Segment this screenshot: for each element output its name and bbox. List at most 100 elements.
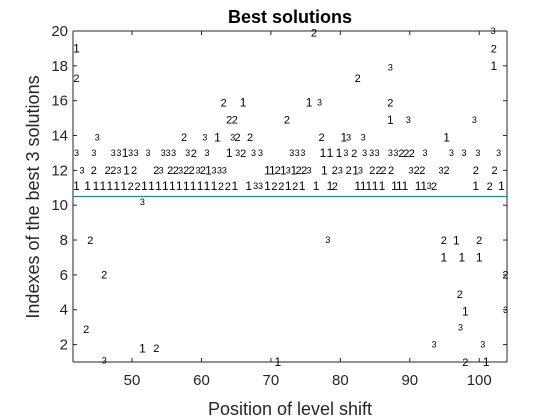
solution-index-marker: 3 [496,148,501,158]
solution-index-marker: 1 [340,130,347,144]
solution-index-marker: 1 [453,233,460,247]
solution-index-marker: 3 [205,148,210,158]
solution-index-marker: 1 [197,179,204,193]
solution-index-marker: 1 [365,179,372,193]
solution-index-marker: 3 [461,148,466,158]
solution-index-marker: 1 [483,355,490,369]
chart-title: Best solutions [228,7,352,27]
solution-index-marker: 1 [113,179,120,193]
solution-index-marker: 2 [221,97,227,109]
solution-index-marker: 2 [235,132,241,144]
solution-index-marker: 2 [232,115,238,127]
solution-index-marker: 2 [332,181,338,193]
solution-index-marker: 1 [443,130,450,144]
solution-index-marker: 3 [102,355,107,365]
solution-index-marker: 2 [131,165,137,177]
solution-index-marker: 3 [202,132,207,142]
solution-index-marker: 2 [462,357,468,369]
solution-index-marker: 3 [222,166,227,176]
x-tick-label: 60 [193,372,210,389]
solution-index-marker: 2 [284,115,290,127]
solution-index-marker: 2 [153,343,159,355]
solution-index-marker: 1 [100,179,107,193]
solution-index-marker: 3 [258,148,263,158]
solution-index-marker: 2 [200,165,206,177]
solution-index-marker: 1 [176,179,183,193]
solution-index-marker: 3 [393,148,398,158]
solution-index-marker: 2 [296,165,302,177]
solution-index-marker: 2 [218,181,224,193]
solution-index-marker: 3 [439,166,444,176]
y-tick-label: 4 [60,302,68,319]
solution-index-marker: 2 [181,132,187,144]
solution-index-marker: 3 [375,148,380,158]
solution-index-marker: 3 [166,148,171,158]
solution-index-marker: 1 [498,179,505,193]
solution-index-marker: 1 [245,179,252,193]
solution-index-marker: 1 [120,179,127,193]
solution-index-marker: 3 [307,166,312,176]
solution-index-marker: 2 [375,165,381,177]
solution-index-marker: 2 [319,132,325,144]
solution-index-marker: 2 [247,132,253,144]
solution-index-marker: 3 [503,305,508,315]
solution-index-marker: 1 [352,164,359,178]
solution-index-marker: 3 [128,148,133,158]
solution-index-marker: 1 [336,146,343,160]
solution-index-marker: 2 [91,165,97,177]
solution-index-marker: 1 [211,179,218,193]
solution-index-marker: 1 [459,251,466,265]
solution-index-marker: 2 [387,97,393,109]
y-tick-label: 2 [60,337,68,354]
solution-index-marker: 1 [73,179,80,193]
solution-index-marker: 2 [491,165,497,177]
solution-index-marker: 3 [361,132,366,142]
solution-index-marker: 2 [73,73,79,85]
solution-index-marker: 2 [431,181,437,193]
y-tick-label: 20 [51,23,68,40]
solution-index-marker: 1 [462,305,469,319]
solution-index-marker: 3 [251,148,256,158]
solution-index-marker: 2 [419,165,425,177]
solution-index-marker: 2 [275,165,281,177]
solution-index-marker: 3 [427,181,432,191]
solution-index-marker: 2 [346,165,352,177]
solution-index-marker: 1 [169,179,176,193]
solution-index-marker: 3 [295,148,300,158]
solution-index-marker: 1 [299,179,306,193]
solution-index-marker: 1 [106,179,113,193]
solution-index-marker: 2 [110,165,116,177]
solution-index-marker: 1 [490,59,497,73]
solution-index-marker: 3 [95,132,100,142]
solution-index-marker: 1 [472,179,479,193]
solution-index-marker: 2 [476,235,482,247]
solution-index-marker: 3 [253,181,258,191]
solution-index-marker: 3 [317,98,322,108]
solution-index-marker: 2 [457,289,463,301]
solution-index-marker: 3 [480,340,485,350]
solution-index-marker: 3 [432,340,437,350]
solution-index-marker: 3 [116,166,121,176]
solution-index-marker: 1 [264,164,271,178]
solution-index-marker: 1 [415,179,422,193]
y-tick-label: 16 [51,93,68,110]
x-tick-label: 80 [332,372,349,389]
solution-index-marker: 3 [111,148,116,158]
solution-index-marker: 1 [123,164,130,178]
solution-index-marker: 2 [403,148,409,160]
solution-index-marker: 1 [93,179,100,193]
solution-index-marker: 3 [286,166,291,176]
solution-index-marker: 2 [226,115,232,127]
solution-index-marker: 2 [87,235,93,247]
solution-index-marker: 2 [225,181,231,193]
x-tick-label: 100 [467,372,492,389]
solution-index-marker: 3 [346,132,351,142]
solution-index-marker: 3 [325,235,330,245]
solution-index-marker: 2 [473,165,479,177]
solution-index-marker: 1 [139,341,146,355]
solution-index-marker: 3 [472,115,477,125]
solution-index-marker: 3 [140,197,145,207]
